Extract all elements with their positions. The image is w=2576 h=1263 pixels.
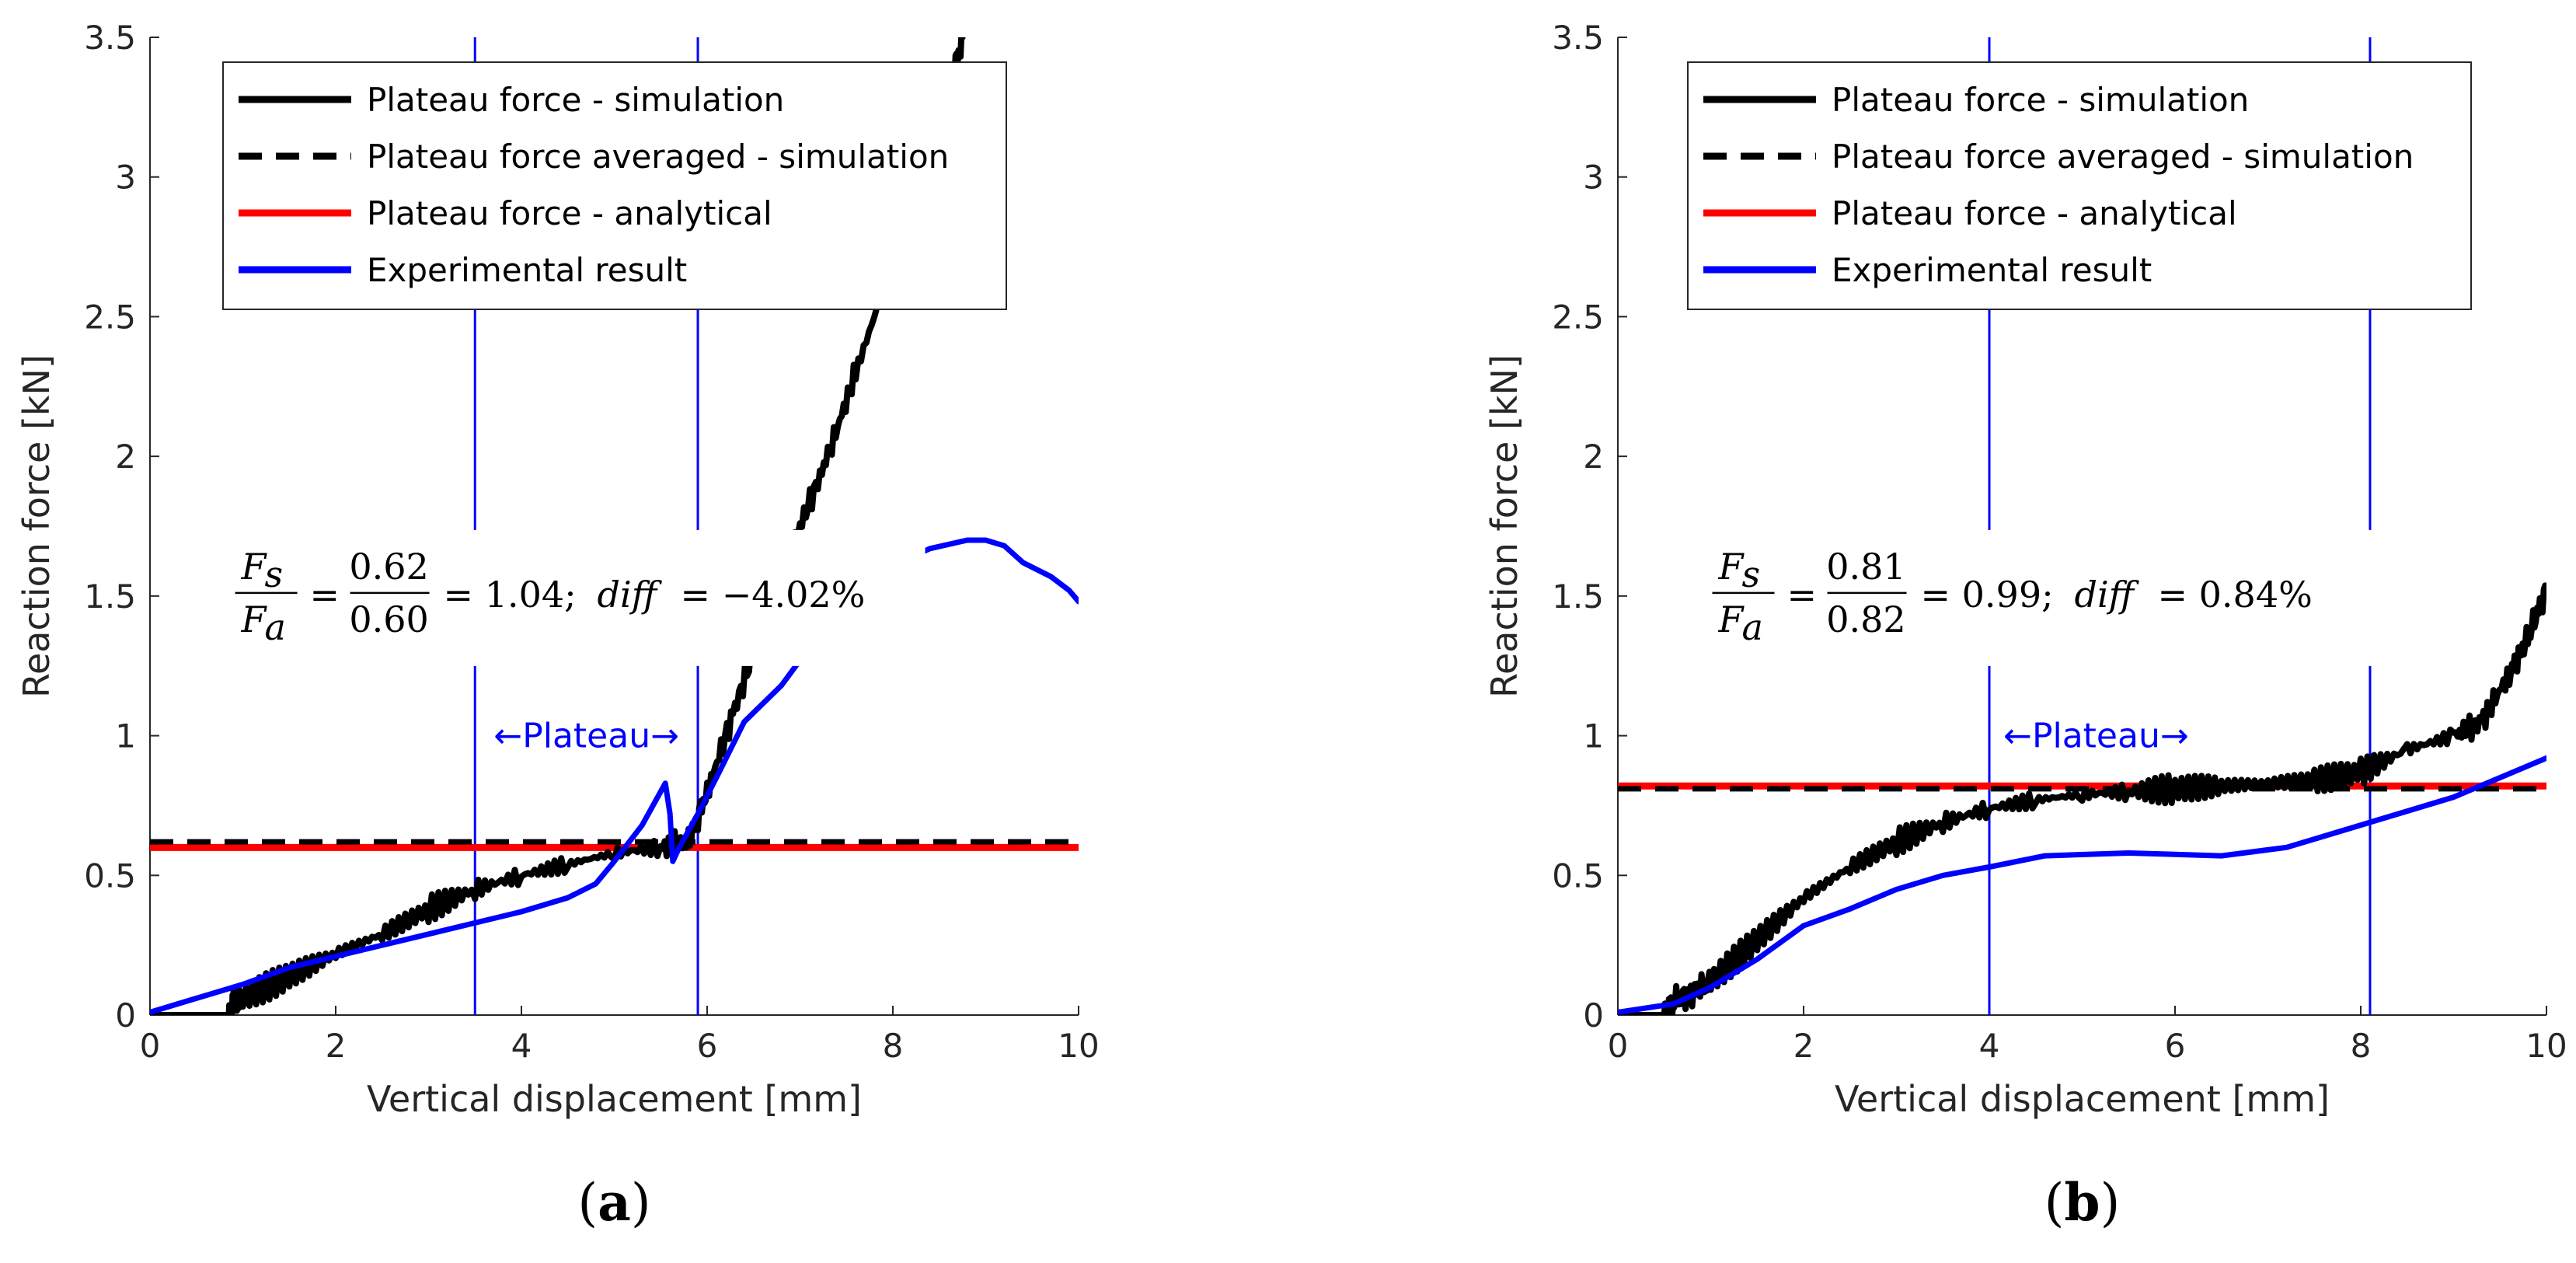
y-tick-label: 0: [1583, 996, 1604, 1034]
fraction-numerator-subscript: s: [265, 553, 284, 595]
y-tick-label: 1: [1583, 717, 1604, 755]
y-tick-label: 3.5: [1552, 19, 1604, 57]
legend: Plateau force - simulation Plateau force …: [222, 61, 1007, 310]
fraction-numerator-symbol: F: [241, 546, 268, 588]
legend-entry-label: Plateau force averaged - simulation: [367, 138, 949, 176]
legend-entry-label: Plateau force - analytical: [1832, 194, 2237, 232]
ratio-result: = 1.04;: [444, 574, 577, 616]
diff-label: diff: [598, 574, 663, 616]
ratio-result: = 0.99;: [1921, 574, 2054, 616]
legend-box: [1687, 61, 2472, 310]
fraction-numerator-value: 0.81: [1826, 546, 1905, 588]
panel-label: (b): [2044, 1172, 2121, 1233]
panel-b: 0 2 4 6 8 10 0 0.5 1 1.5 2 2.5 3 3.5 Vertical displace…: [1483, 19, 2567, 1233]
x-tick-label: 0: [140, 1027, 161, 1065]
equals-sign: =: [310, 574, 340, 616]
x-tick-label: 10: [1058, 1027, 1099, 1065]
plateau-label: ←Plateau→: [493, 717, 679, 756]
y-tick-label: 0: [115, 996, 136, 1034]
experimental-result-series: [150, 537, 1079, 1015]
x-axis-label: Vertical displacement [mm]: [367, 1078, 862, 1120]
fraction-denominator-value: 0.82: [1826, 598, 1905, 640]
x-tick-label: 10: [2525, 1027, 2567, 1065]
x-tick-label: 6: [697, 1027, 718, 1065]
diff-value: = 0.84%: [2158, 574, 2313, 616]
x-tick-label: 8: [2351, 1027, 2372, 1065]
legend: Plateau force - simulation Plateau force …: [1687, 61, 2472, 310]
legend-entry-label: Experimental result: [367, 251, 687, 289]
diff-label: diff: [2075, 574, 2140, 616]
legend-entry-label: Plateau force - simulation: [367, 81, 784, 119]
y-tick-label: 2.5: [84, 298, 136, 336]
y-tick-label: 0.5: [84, 857, 136, 895]
fraction-denominator-subscript: a: [1742, 606, 1763, 648]
plateau-label: ←Plateau→: [2003, 717, 2189, 756]
fraction-denominator-symbol: F: [241, 598, 268, 640]
x-axis-label: Vertical displacement [mm]: [1835, 1078, 2330, 1120]
legend-entry-label: Plateau force - analytical: [367, 194, 772, 232]
y-tick-label: 2: [1583, 438, 1604, 476]
fraction-denominator-subscript: a: [265, 606, 286, 648]
y-tick-label: 1.5: [84, 577, 136, 616]
legend-entry-label: Plateau force - simulation: [1832, 81, 2249, 119]
y-tick-label: 1.5: [1552, 577, 1604, 616]
panel-a: 0 2 4 6 8 10 0 0.5 1 1.5 2 2.5 3 3.5 Vertical displace…: [16, 19, 1100, 1233]
y-tick-label: 1: [115, 717, 136, 755]
legend-box: [222, 61, 1007, 310]
y-tick-label: 3: [1583, 159, 1604, 197]
y-axis-label: Reaction force [kN]: [16, 354, 58, 698]
fraction-denominator-symbol: F: [1718, 598, 1745, 640]
y-tick-label: 2.5: [1552, 298, 1604, 336]
legend-entry-label: Plateau force averaged - simulation: [1832, 138, 2414, 176]
x-tick-label: 4: [511, 1027, 532, 1065]
panel-label: (a): [577, 1172, 650, 1233]
y-axis-label: Reaction force [kN]: [1483, 354, 1525, 698]
annotation-background: [218, 529, 925, 666]
fraction-numerator-subscript: s: [1742, 553, 1761, 595]
fraction-numerator-value: 0.62: [349, 546, 428, 588]
y-tick-label: 3.5: [84, 19, 136, 57]
x-tick-label: 8: [883, 1027, 904, 1065]
annotation-background: [1695, 529, 2403, 666]
x-tick-label: 2: [1793, 1027, 1814, 1065]
equals-sign: =: [1787, 574, 1818, 616]
experimental-result-series: [1618, 755, 2546, 1015]
legend-entry-label: Experimental result: [1832, 251, 2152, 289]
simulation-force-series: [150, 37, 966, 1015]
fraction-numerator-symbol: F: [1718, 546, 1745, 588]
x-tick-label: 6: [2165, 1027, 2186, 1065]
x-tick-label: 0: [1608, 1027, 1629, 1065]
diff-value: = −4.02%: [681, 574, 866, 616]
fraction-denominator-value: 0.60: [349, 598, 428, 640]
y-tick-label: 2: [115, 438, 136, 476]
x-tick-label: 4: [1979, 1027, 2000, 1065]
y-tick-label: 0.5: [1552, 857, 1604, 895]
x-tick-label: 2: [326, 1027, 347, 1065]
y-tick-label: 3: [115, 159, 136, 197]
